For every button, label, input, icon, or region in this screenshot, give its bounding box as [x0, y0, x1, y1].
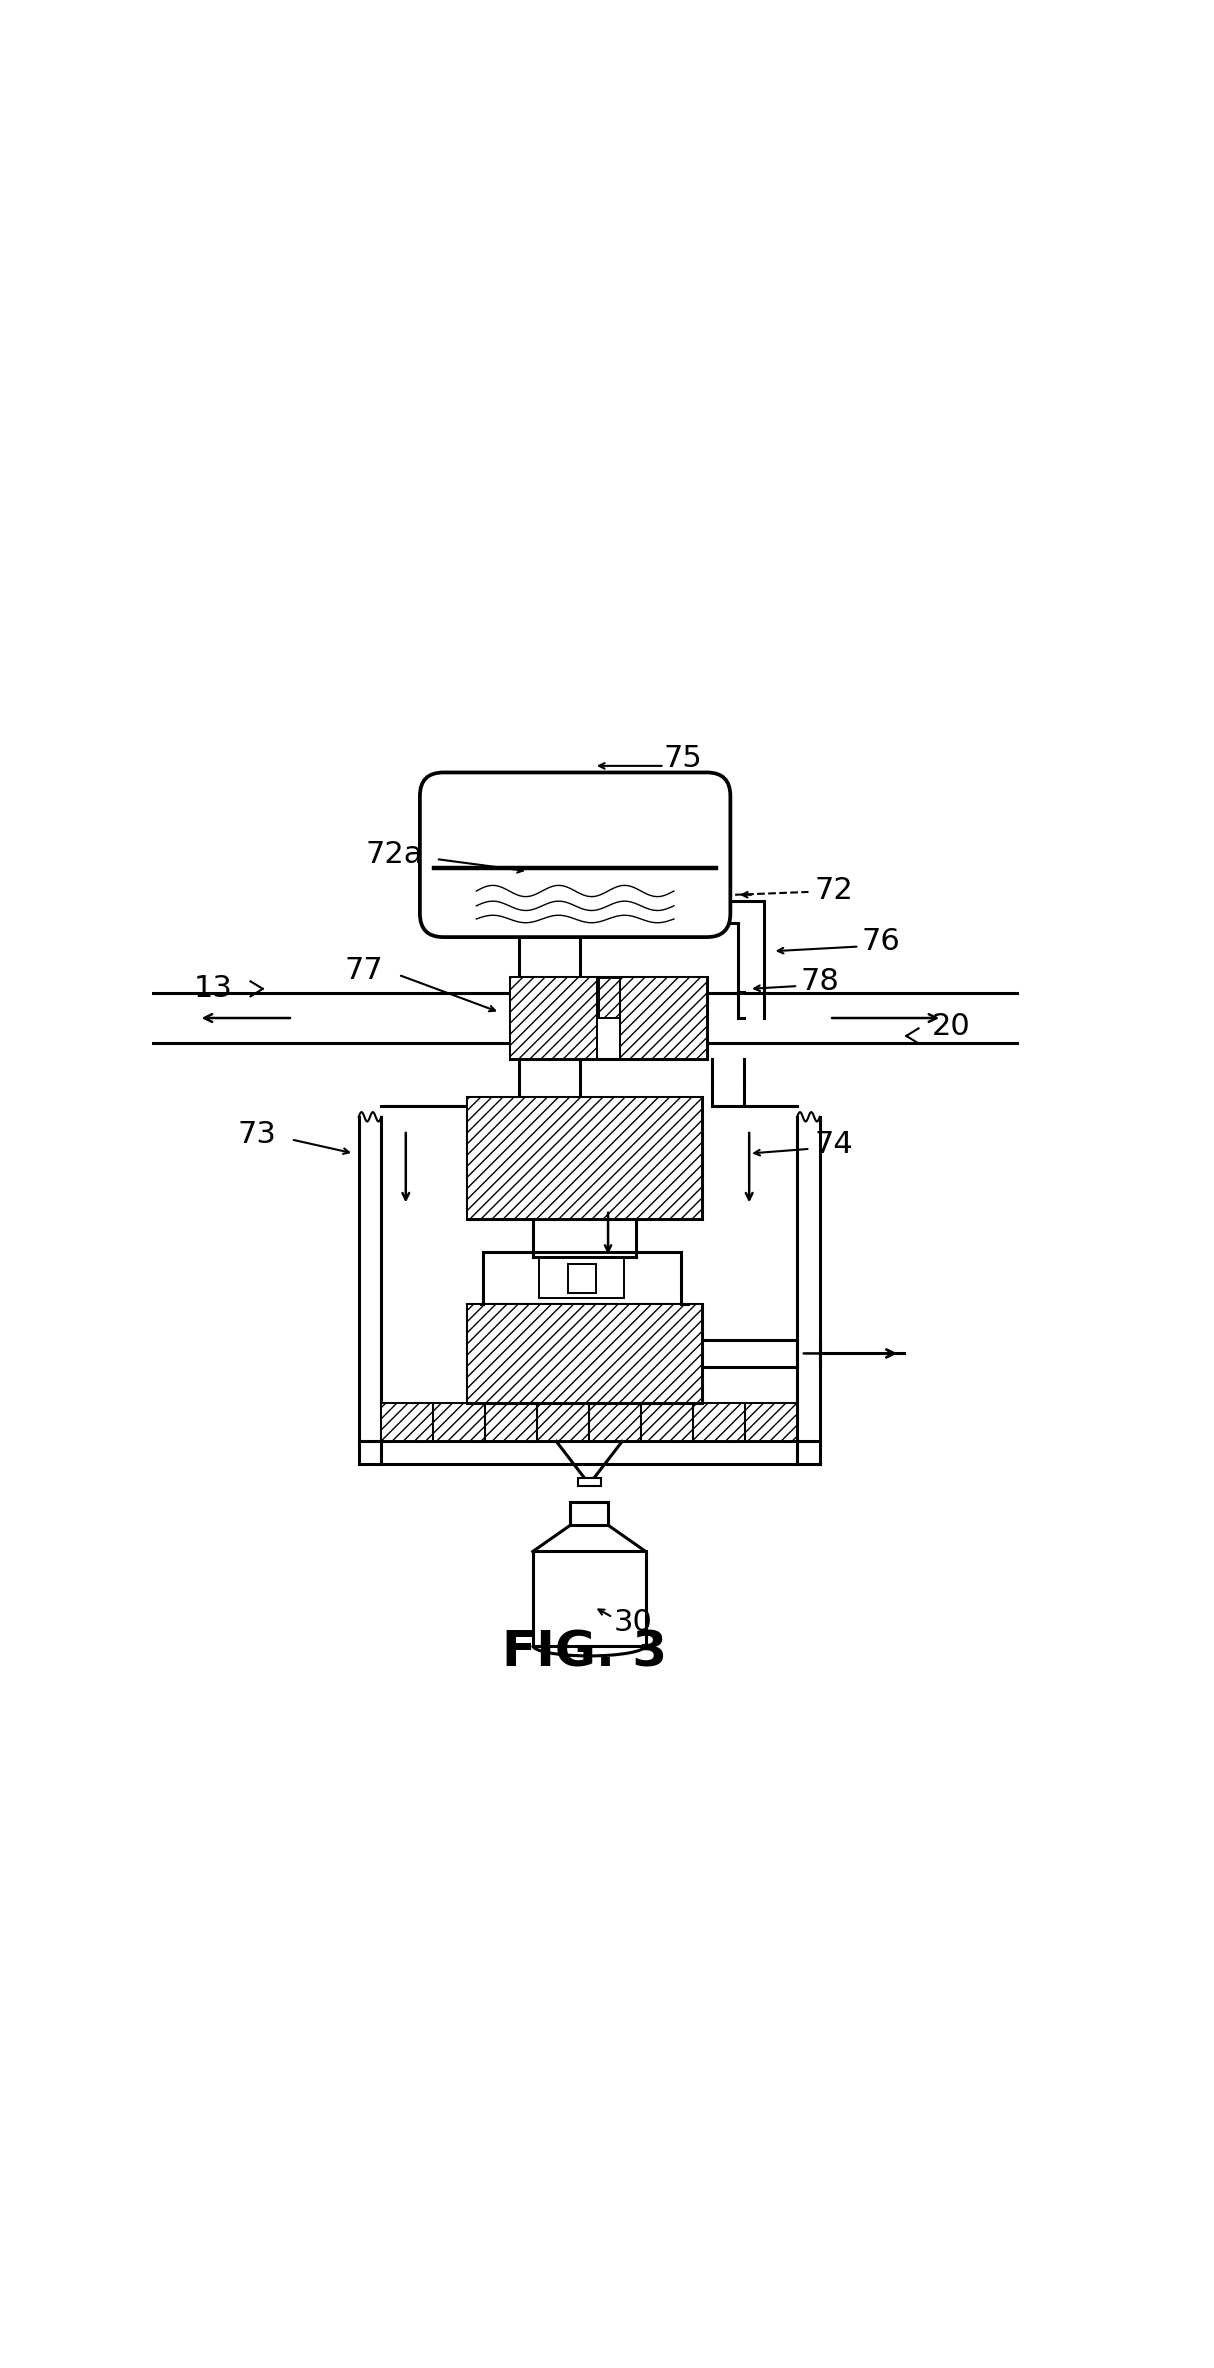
- Text: FIG. 3: FIG. 3: [501, 1629, 668, 1677]
- Text: 75: 75: [664, 744, 703, 772]
- Bar: [568, 1265, 596, 1293]
- Text: 74: 74: [815, 1130, 853, 1158]
- Bar: [539, 1257, 624, 1298]
- Text: 76: 76: [862, 928, 901, 957]
- Text: 73: 73: [238, 1120, 277, 1148]
- Text: 77: 77: [344, 957, 382, 985]
- Text: 78: 78: [800, 966, 839, 997]
- FancyBboxPatch shape: [420, 772, 731, 938]
- Text: 72a: 72a: [365, 841, 424, 869]
- Text: 30: 30: [614, 1608, 653, 1639]
- Bar: [510, 976, 708, 1058]
- Bar: [599, 978, 620, 1018]
- Text: 72: 72: [815, 876, 853, 905]
- Text: 13: 13: [193, 973, 232, 1004]
- Bar: [467, 1305, 702, 1402]
- Bar: [467, 1096, 702, 1220]
- Bar: [467, 1305, 702, 1402]
- Text: 20: 20: [932, 1011, 971, 1042]
- Bar: [620, 976, 708, 1058]
- Bar: [571, 1501, 608, 1525]
- Bar: [381, 1402, 798, 1442]
- Bar: [533, 1551, 646, 1646]
- Bar: [510, 976, 597, 1058]
- Bar: [467, 1096, 702, 1220]
- Bar: [578, 1478, 601, 1485]
- Bar: [483, 1253, 681, 1305]
